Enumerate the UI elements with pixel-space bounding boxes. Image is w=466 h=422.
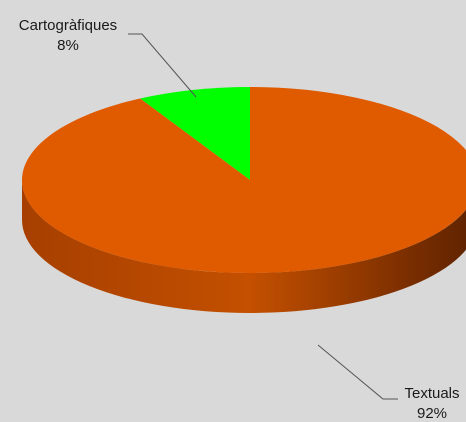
label-textuals-value: 92% — [417, 405, 447, 422]
pie-slice-cartografiques — [140, 87, 250, 180]
leader-line-textuals — [317, 344, 398, 400]
data-labels: Cartogràfiques 8% Textuals 92% — [19, 17, 460, 422]
pie-depth — [22, 180, 466, 313]
leader-line-cartografiques — [128, 33, 197, 98]
label-textuals-name: Textuals — [404, 385, 459, 402]
label-cartografiques-name: Cartogràfiques — [19, 17, 117, 34]
pie-slices — [22, 87, 466, 273]
label-cartografiques-value: 8% — [57, 37, 79, 54]
pie-side-wall — [22, 180, 466, 313]
leader-lines — [128, 33, 398, 400]
pie-slice-textuals — [22, 87, 466, 273]
